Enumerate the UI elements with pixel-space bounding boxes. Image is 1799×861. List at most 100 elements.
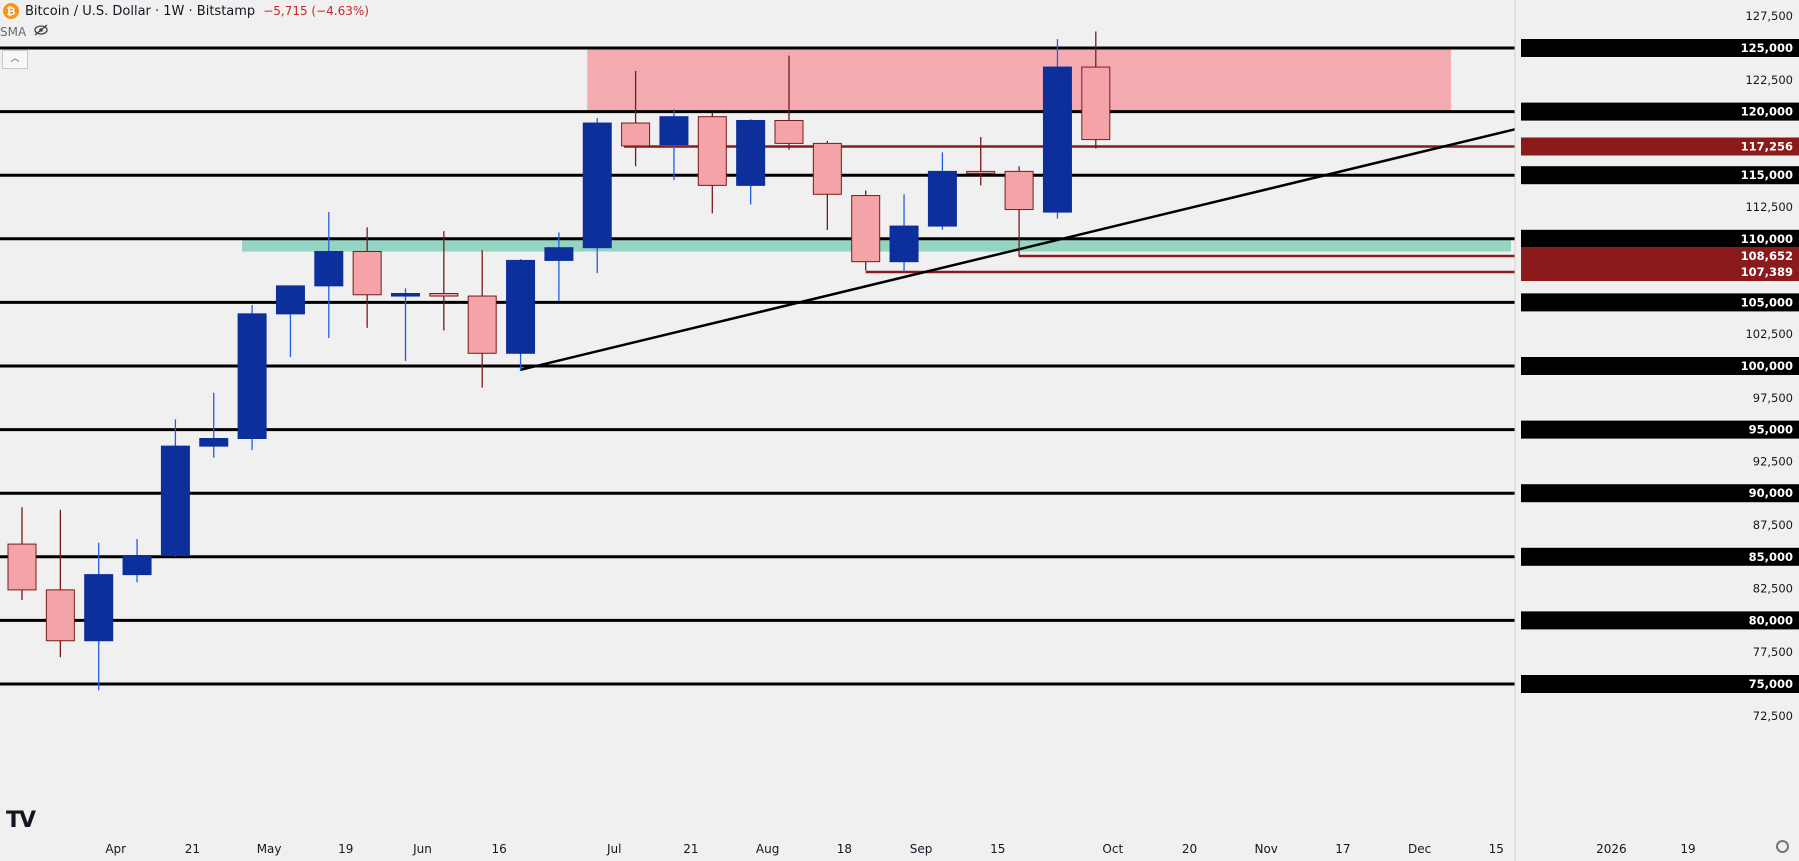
x-tick-label: Sep xyxy=(910,842,933,856)
marker-price-badge xyxy=(1521,263,1799,282)
candle-body xyxy=(851,195,881,263)
symbol-title[interactable]: Bitcoin / U.S. Dollar · 1W · Bitstamp xyxy=(25,3,256,19)
y-tick-label: 125,000 xyxy=(1741,41,1793,55)
y-tick-label: 82,500 xyxy=(1753,582,1793,596)
y-tick-label: 122,500 xyxy=(1745,73,1793,87)
candle-body xyxy=(467,295,497,354)
candle-body xyxy=(1004,170,1034,211)
eye-hidden-icon[interactable] xyxy=(34,24,48,40)
x-tick-label: 18 xyxy=(837,842,852,856)
y-tick-label: 105,000 xyxy=(1741,295,1793,309)
y-tick-label: 110,000 xyxy=(1741,232,1793,246)
chart-header: ₿ Bitcoin / U.S. Dollar · 1W · Bitstamp … xyxy=(0,0,369,22)
tradingview-logo: TV xyxy=(6,808,36,833)
x-tick-label: 2026 xyxy=(1596,842,1627,856)
y-tick-label: 112,500 xyxy=(1745,200,1793,214)
x-tick-label: Jul xyxy=(606,842,621,856)
candle-body xyxy=(697,116,727,186)
candle-body xyxy=(506,259,536,354)
y-tick-label: 127,500 xyxy=(1745,9,1793,23)
candle-body xyxy=(1042,66,1072,213)
x-tick-label: 21 xyxy=(683,842,698,856)
level-price-badge xyxy=(1521,229,1799,248)
marker-price-badge xyxy=(1521,246,1799,265)
x-tick-label: 21 xyxy=(185,842,200,856)
bitcoin-icon: ₿ xyxy=(3,3,19,19)
level-price-badge xyxy=(1521,484,1799,503)
y-tick-label: 77,500 xyxy=(1753,645,1793,659)
y-tick-label: 80,000 xyxy=(1749,613,1793,627)
x-tick-label: 16 xyxy=(492,842,507,856)
marker-price-label: 117,256 xyxy=(1741,140,1793,154)
level-price-badge xyxy=(1521,611,1799,630)
price-change: −5,715 (−4.63%) xyxy=(263,4,369,18)
resistance-zone xyxy=(587,48,1451,112)
x-tick-label: Nov xyxy=(1254,842,1277,856)
time-axis: Apr 21 May 19 Jun 16 Jul 21 Aug 18 Sep 15 Oct 20 Nov 17… xyxy=(105,842,1695,856)
collapse-legend-button[interactable]: ︿ xyxy=(2,50,28,69)
candle-body xyxy=(314,251,344,287)
y-tick-label: 90,000 xyxy=(1749,486,1793,500)
candle-body xyxy=(774,120,804,144)
x-tick-label: 19 xyxy=(1680,842,1695,856)
marker-price-label: 107,389 xyxy=(1741,265,1793,279)
x-tick-label: 17 xyxy=(1335,842,1350,856)
marker-price-label: 108,652 xyxy=(1741,249,1793,263)
y-tick-label: 72,500 xyxy=(1753,709,1793,723)
candle-body xyxy=(1081,66,1111,141)
y-tick-label: 100,000 xyxy=(1741,359,1793,373)
candle-body xyxy=(45,589,75,642)
indicator-legend[interactable]: SMA xyxy=(0,24,48,40)
candle-body xyxy=(199,438,229,447)
level-price-badge xyxy=(1521,357,1799,375)
candle-body xyxy=(621,122,651,147)
y-tick-label: 120,000 xyxy=(1741,105,1793,119)
x-tick-label: 20 xyxy=(1182,842,1197,856)
marker-price-badge xyxy=(1521,137,1799,156)
candle-body xyxy=(812,142,842,195)
candle-body xyxy=(391,292,420,297)
candle-body xyxy=(7,543,37,591)
y-tick-label: 95,000 xyxy=(1749,423,1793,437)
level-price-badge xyxy=(1521,293,1799,312)
x-tick-label: 19 xyxy=(338,842,353,856)
x-tick-label: Dec xyxy=(1408,842,1431,856)
gear-icon[interactable] xyxy=(1776,840,1789,853)
x-tick-label: Jun xyxy=(412,842,432,856)
candle-body xyxy=(582,122,612,249)
y-tick-label: 97,500 xyxy=(1753,391,1793,405)
x-tick-label: 15 xyxy=(990,842,1005,856)
candle-body xyxy=(275,285,305,315)
candle-body xyxy=(889,225,919,263)
y-tick-label: 102,500 xyxy=(1745,327,1793,341)
candle-body xyxy=(160,445,190,557)
level-price-badge xyxy=(1521,420,1799,439)
level-price-badge xyxy=(1521,675,1799,693)
y-tick-label: 75,000 xyxy=(1749,677,1793,691)
x-tick-label: Aug xyxy=(756,842,779,856)
y-tick-label: 87,500 xyxy=(1753,518,1793,532)
price-axis: 72,500 75,000 77,500 80,000 82,500 85,000 87,5… xyxy=(1514,0,1799,861)
x-tick-label: 15 xyxy=(1489,842,1504,856)
candle-body xyxy=(122,555,152,576)
candles-layer xyxy=(7,31,1111,691)
indicator-label[interactable]: SMA xyxy=(0,25,27,39)
candle-body xyxy=(927,170,957,227)
level-price-badge xyxy=(1521,547,1799,566)
x-tick-label: May xyxy=(257,842,282,856)
y-tick-label: 92,500 xyxy=(1753,454,1793,468)
level-price-badge xyxy=(1521,102,1799,121)
candle-body xyxy=(544,247,574,261)
x-tick-label: Apr xyxy=(105,842,126,856)
level-price-badge xyxy=(1521,39,1799,57)
candle-body xyxy=(966,170,996,174)
x-tick-label: Oct xyxy=(1102,842,1123,856)
y-tick-label: 115,000 xyxy=(1741,168,1793,182)
level-price-badge xyxy=(1521,166,1799,185)
y-tick-label: 85,000 xyxy=(1749,550,1793,564)
candle-body xyxy=(237,313,267,440)
candle-body xyxy=(736,120,766,186)
candle-body xyxy=(84,574,114,642)
candle-body xyxy=(352,251,382,296)
